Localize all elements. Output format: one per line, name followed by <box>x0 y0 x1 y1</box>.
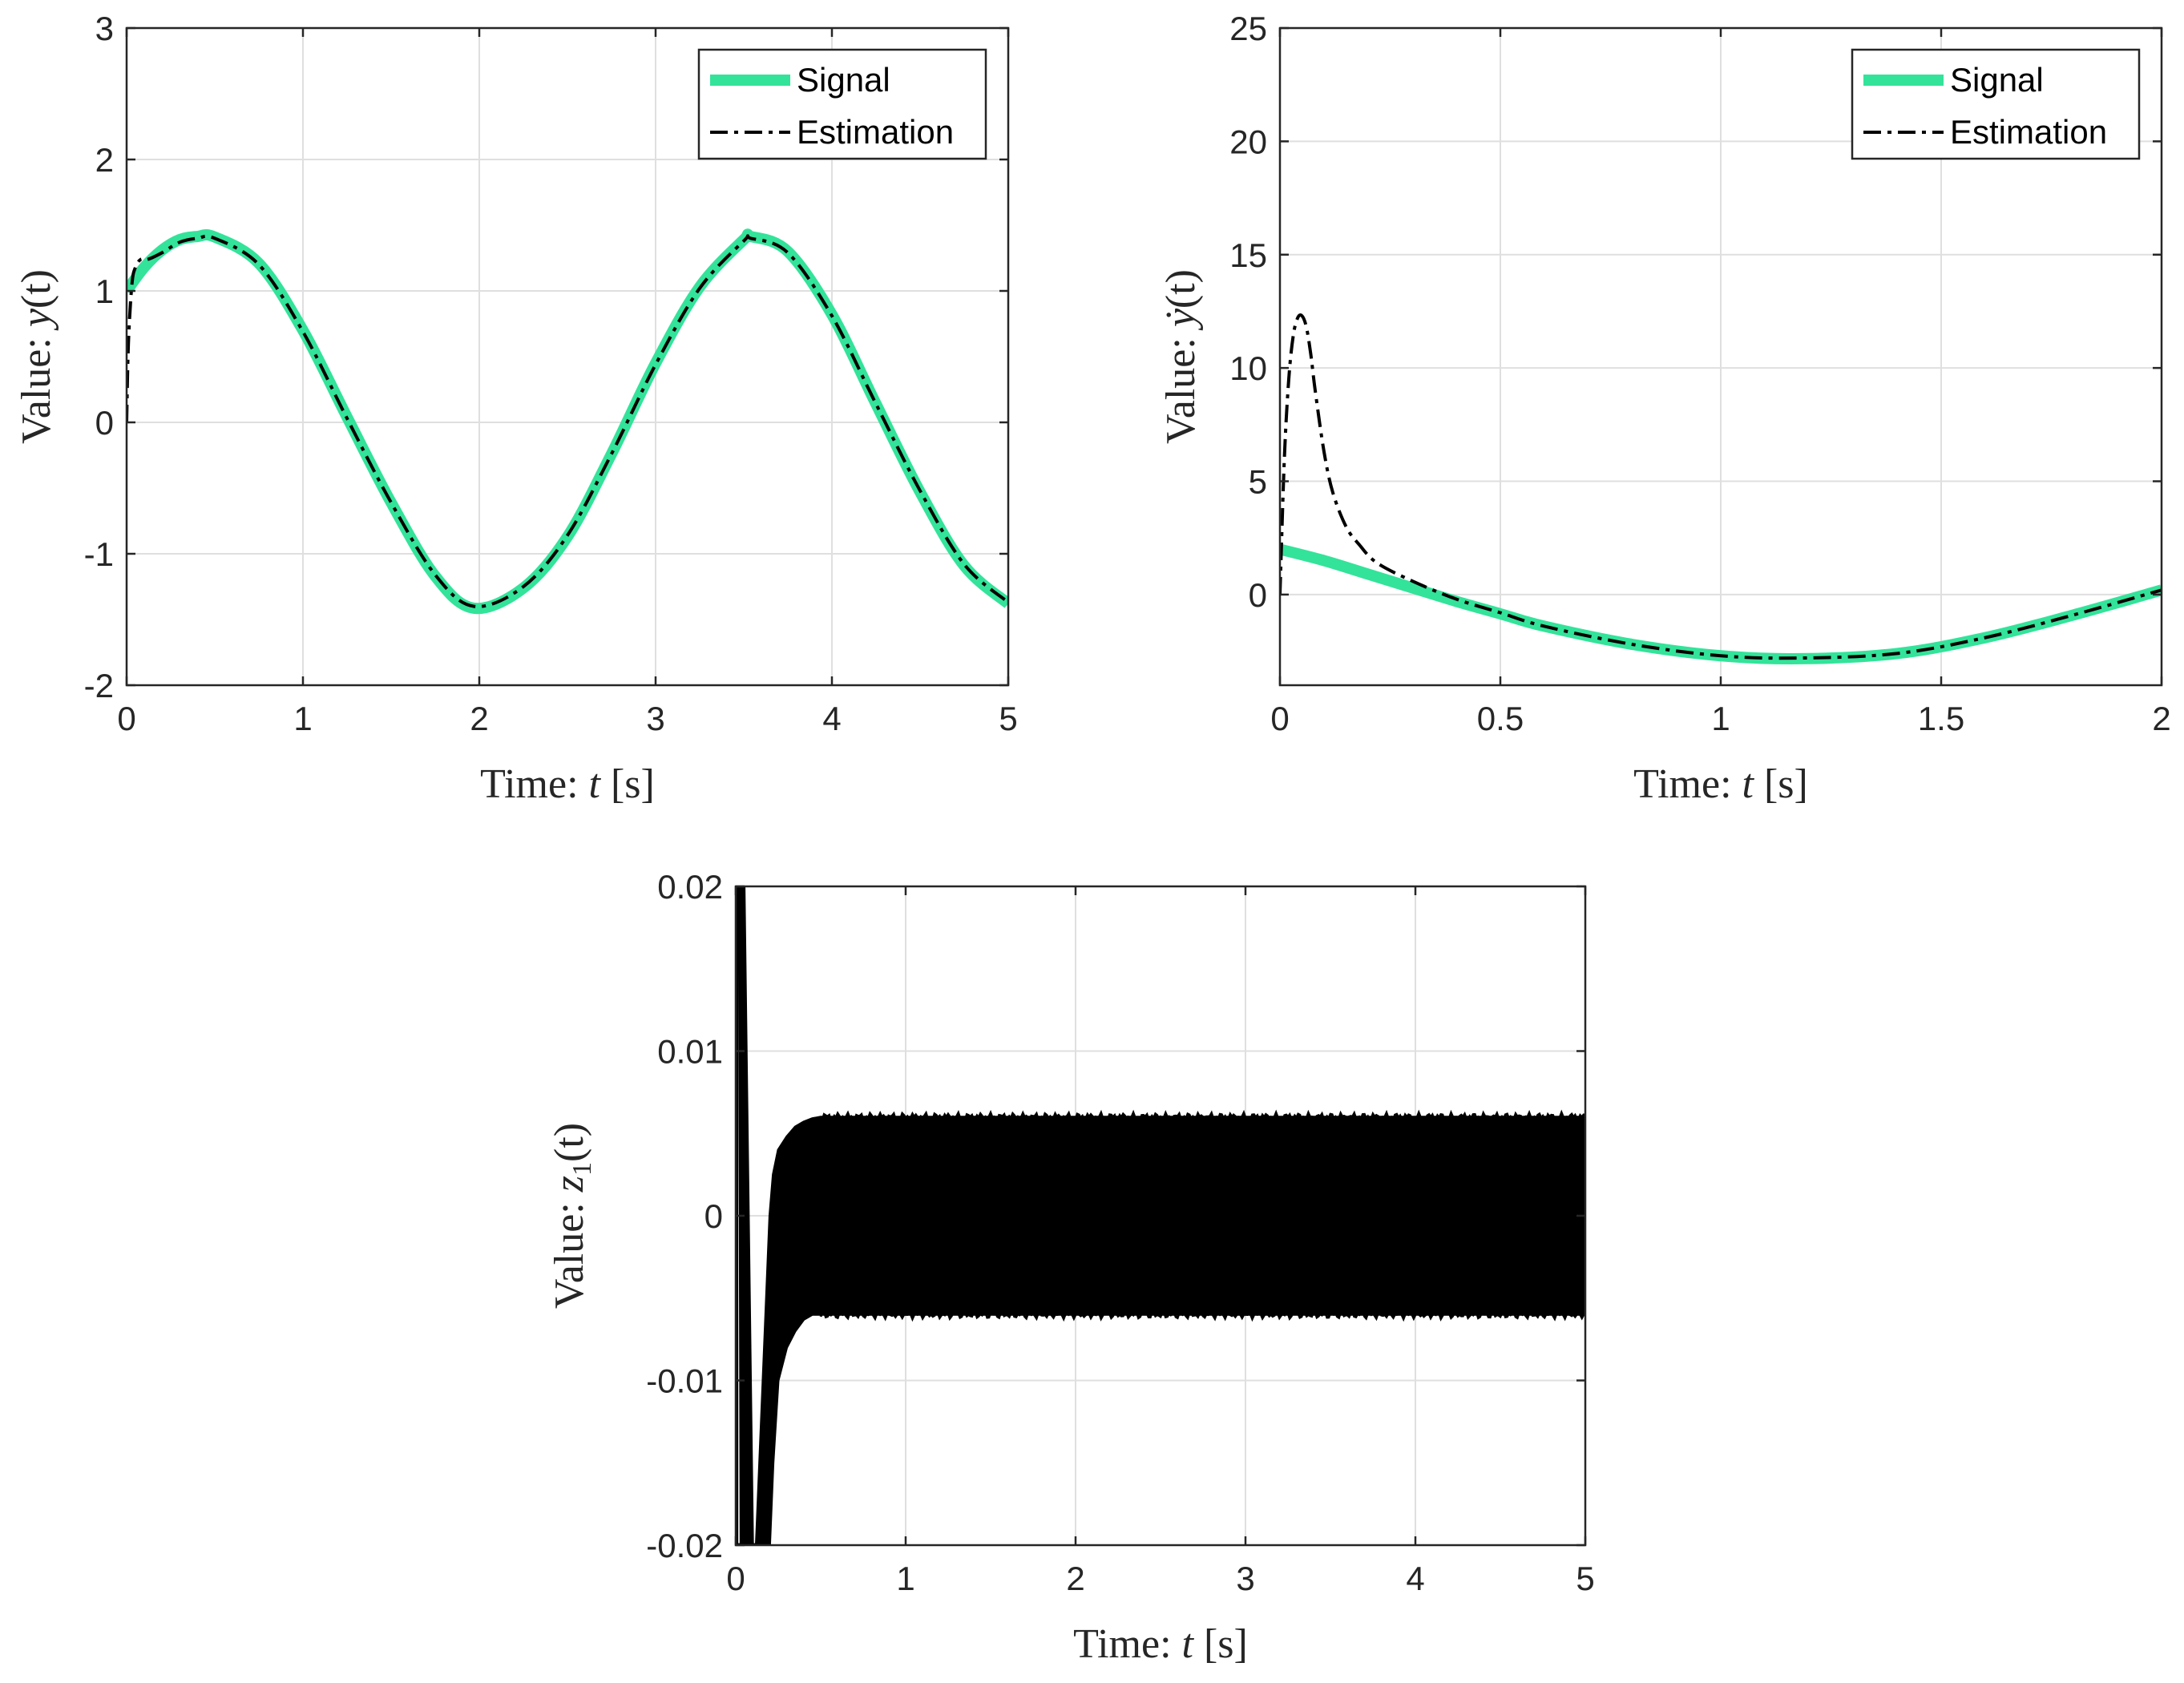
y-tick-label: 0 <box>95 404 114 442</box>
x-tick-label: 1 <box>896 1560 914 1597</box>
y-tick-label: 5 <box>1249 463 1267 501</box>
x-tick-label: 5 <box>999 700 1017 737</box>
y-tick-label: 10 <box>1229 349 1267 387</box>
legend-box <box>1851 48 2141 160</box>
panel-1: 0 1 2 3 4 5 -2 -1 0 1 2 3 Time: t [s] Value: y(t) S… <box>14 10 1018 807</box>
series-estimation-line <box>127 234 1008 608</box>
y-tick-label: 0.01 <box>657 1033 723 1071</box>
panel-1-legend: Signal Estimation <box>697 48 987 160</box>
y-label-suffix: (t) <box>547 1123 592 1162</box>
x-tick-label: 1 <box>293 700 312 737</box>
x-tick-label: 1 <box>1711 700 1730 737</box>
x-tick-label: 2 <box>1066 1560 1084 1597</box>
x-tick-label: 5 <box>1576 1560 1594 1597</box>
series-z1-upper-edge <box>819 1109 1585 1124</box>
panel-1-axes-box <box>125 26 1010 687</box>
y-tick-label: 0 <box>704 1197 723 1235</box>
x-tick-label: 4 <box>1406 1560 1424 1597</box>
panel-3: 0 1 2 3 4 5 -0.02 -0.01 0 0.01 0.02 Time: t [s] Va… <box>547 868 1595 1667</box>
x-tick-label: 0 <box>726 1560 745 1597</box>
y-tick-label: -0.02 <box>646 1527 723 1564</box>
y-tick-label: -2 <box>84 667 114 704</box>
panel-3-xlabel: Time: t [s] <box>1073 1621 1248 1667</box>
y-label-prefix: Value: <box>1158 327 1204 444</box>
y-label-prefix: Value: <box>14 327 59 444</box>
legend-signal-label: Signal <box>1950 61 2044 99</box>
panel-1-xlabel: Time: t [s] <box>480 761 655 807</box>
y-label-variable: ẏ <box>1158 308 1204 331</box>
x-tick-label: 3 <box>1236 1560 1254 1597</box>
x-label-suffix: [s] <box>600 761 655 807</box>
legend-estimation-label: Estimation <box>797 113 954 151</box>
panel-1-ticks: 0 1 2 3 4 5 -2 -1 0 1 2 3 <box>84 10 1018 737</box>
x-tick-label: 0 <box>1270 700 1289 737</box>
y-tick-label: 0.02 <box>657 868 723 906</box>
x-label-suffix: [s] <box>1754 761 1808 807</box>
panel-2-xlabel: Time: t [s] <box>1633 761 1808 807</box>
series-z1-band <box>736 886 1585 1545</box>
x-label-prefix: Time: <box>480 761 588 807</box>
y-tick-label: 1 <box>95 272 114 310</box>
x-tick-label: 0 <box>117 700 135 737</box>
panel-1-series <box>127 228 1008 615</box>
y-tick-label: 20 <box>1229 123 1267 160</box>
x-tick-label: 4 <box>822 700 841 737</box>
panel-2-ylabel: Value: ẏ(t) <box>1158 269 1204 444</box>
y-tick-label: 2 <box>95 141 114 179</box>
y-tick-label: 3 <box>95 10 114 47</box>
x-label-prefix: Time: <box>1073 1621 1181 1667</box>
panel-3-series <box>736 886 1585 1545</box>
series-signal-line <box>127 228 1008 615</box>
legend-box <box>697 48 987 160</box>
y-label-variable: y <box>14 308 59 331</box>
y-label-suffix: (t) <box>14 269 59 309</box>
legend-estimation-label: Estimation <box>1950 113 2107 151</box>
x-label-variable: t <box>1182 1621 1195 1667</box>
y-label-prefix: Value: <box>547 1192 592 1309</box>
y-label-subscript: 1 <box>567 1162 597 1176</box>
x-tick-label: 2 <box>2152 700 2170 737</box>
y-tick-label: 15 <box>1229 236 1267 274</box>
series-z1-lower-edge <box>819 1307 1585 1322</box>
x-label-variable: t <box>589 761 602 807</box>
x-tick-label: 1.5 <box>1918 700 1964 737</box>
y-tick-label: -0.01 <box>646 1362 723 1400</box>
x-tick-label: 0.5 <box>1477 700 1524 737</box>
legend-signal-label: Signal <box>797 61 890 99</box>
y-label-suffix: (t) <box>1158 269 1204 309</box>
panel-3-ticks: 0 1 2 3 4 5 -0.02 -0.01 0 0.01 0.02 <box>646 868 1594 1597</box>
y-label-variable: z <box>547 1176 592 1193</box>
x-label-variable: t <box>1742 761 1755 807</box>
panel-3-ylabel: Value: z1(t) <box>547 1123 597 1309</box>
x-tick-label: 3 <box>646 700 664 737</box>
panel-2-legend: Signal Estimation <box>1851 48 2141 160</box>
series-estimation-line <box>1280 313 2162 660</box>
y-tick-label: 25 <box>1229 10 1267 47</box>
y-tick-label: 0 <box>1249 576 1267 614</box>
panel-1-ylabel: Value: y(t) <box>14 269 59 444</box>
x-tick-label: 2 <box>470 700 488 737</box>
x-label-prefix: Time: <box>1633 761 1742 807</box>
panel-2-series <box>1280 313 2162 665</box>
x-label-suffix: [s] <box>1193 1621 1248 1667</box>
y-tick-label: -1 <box>84 535 114 573</box>
